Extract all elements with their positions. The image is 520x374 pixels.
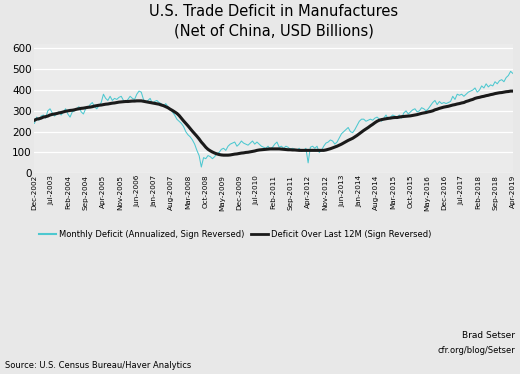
Title: U.S. Trade Deficit in Manufactures
(Net of China, USD Billions): U.S. Trade Deficit in Manufactures (Net … [149,4,398,39]
Legend: Monthly Deficit (Annualized, Sign Reversed), Deficit Over Last 12M (Sign Reverse: Monthly Deficit (Annualized, Sign Revers… [36,226,435,242]
Text: Source: U.S. Census Bureau/Haver Analytics: Source: U.S. Census Bureau/Haver Analyti… [5,361,191,370]
Text: Brad Setser: Brad Setser [462,331,515,340]
Text: cfr.org/blog/Setser: cfr.org/blog/Setser [437,346,515,355]
